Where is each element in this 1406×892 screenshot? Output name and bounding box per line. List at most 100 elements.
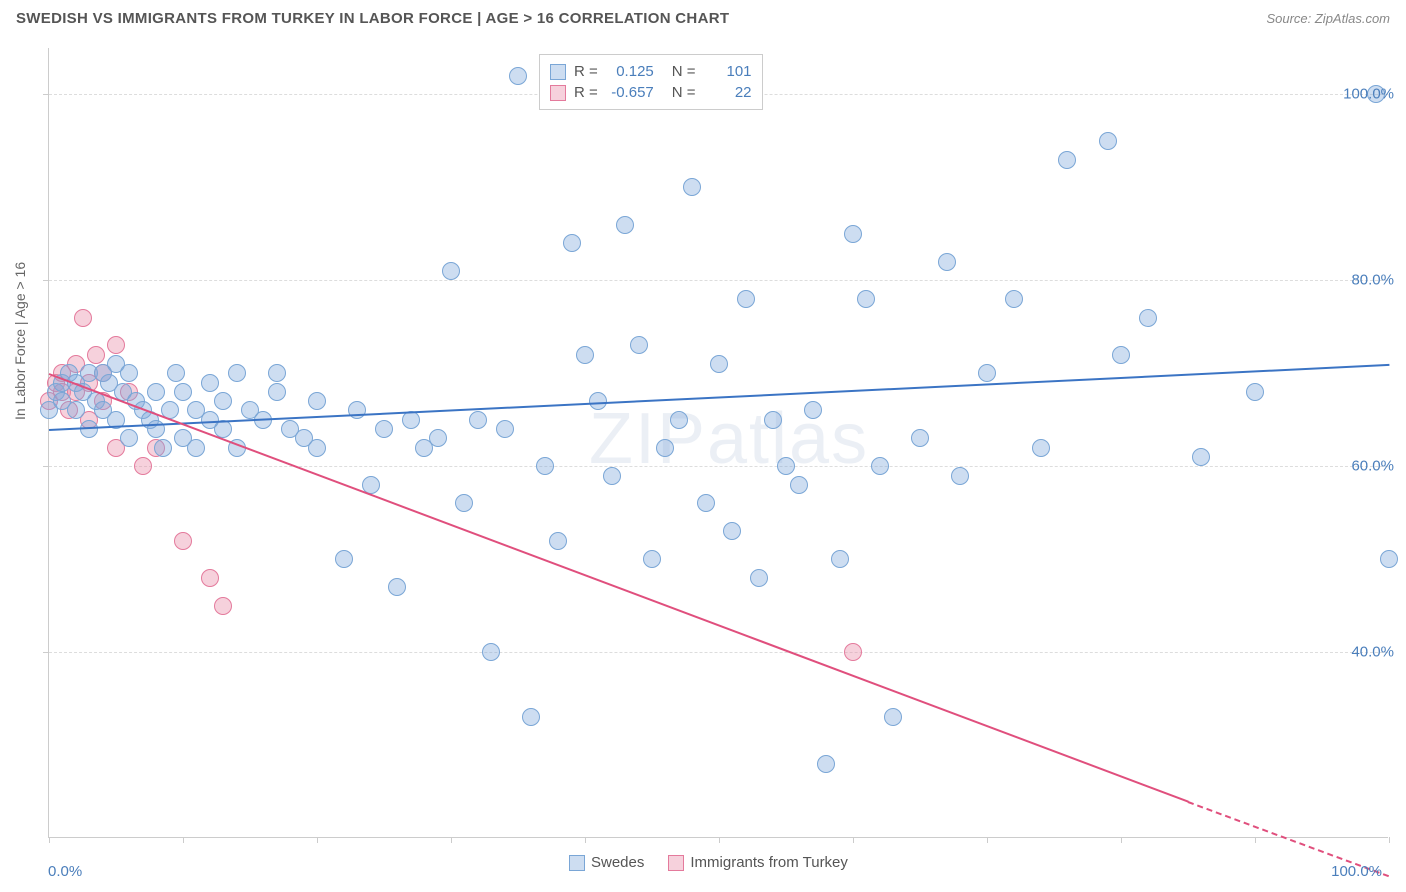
data-point-turkey bbox=[107, 336, 125, 354]
data-point-swedes bbox=[455, 494, 473, 512]
data-point-turkey bbox=[134, 457, 152, 475]
data-point-swedes bbox=[737, 290, 755, 308]
data-point-swedes bbox=[563, 234, 581, 252]
data-point-swedes bbox=[884, 708, 902, 726]
data-point-swedes bbox=[844, 225, 862, 243]
legend-swatch-swedes bbox=[569, 855, 585, 871]
data-point-swedes bbox=[509, 67, 527, 85]
gridline-h bbox=[49, 466, 1388, 467]
y-tick bbox=[43, 280, 49, 281]
y-axis-label: In Labor Force | Age > 16 bbox=[12, 262, 28, 420]
x-axis-max-label: 100.0% bbox=[1331, 863, 1382, 880]
data-point-swedes bbox=[469, 411, 487, 429]
data-point-swedes bbox=[228, 364, 246, 382]
data-point-swedes bbox=[911, 429, 929, 447]
stats-n-value-turkey: 22 bbox=[704, 84, 752, 101]
data-point-swedes bbox=[1246, 383, 1264, 401]
data-point-swedes bbox=[750, 569, 768, 587]
data-point-turkey bbox=[74, 309, 92, 327]
data-point-swedes bbox=[978, 364, 996, 382]
data-point-swedes bbox=[214, 392, 232, 410]
legend-swatch-turkey bbox=[668, 855, 684, 871]
y-tick-label: 60.0% bbox=[1351, 458, 1394, 475]
data-point-turkey bbox=[201, 569, 219, 587]
data-point-swedes bbox=[1099, 132, 1117, 150]
source-attribution: Source: ZipAtlas.com bbox=[1266, 11, 1390, 26]
data-point-swedes bbox=[804, 401, 822, 419]
data-point-swedes bbox=[375, 420, 393, 438]
watermark-text: ZIPatlas bbox=[589, 398, 869, 480]
data-point-swedes bbox=[831, 550, 849, 568]
data-point-swedes bbox=[1380, 550, 1398, 568]
gridline-h bbox=[49, 652, 1388, 653]
data-point-swedes bbox=[697, 494, 715, 512]
data-point-swedes bbox=[764, 411, 782, 429]
y-tick bbox=[43, 652, 49, 653]
data-point-swedes bbox=[723, 522, 741, 540]
data-point-swedes bbox=[549, 532, 567, 550]
data-point-swedes bbox=[482, 643, 500, 661]
stats-r-label: R = bbox=[574, 84, 598, 101]
data-point-swedes bbox=[670, 411, 688, 429]
data-point-swedes bbox=[857, 290, 875, 308]
data-point-swedes bbox=[67, 401, 85, 419]
x-tick bbox=[987, 837, 988, 843]
data-point-swedes bbox=[348, 401, 366, 419]
data-point-swedes bbox=[710, 355, 728, 373]
y-tick-label: 40.0% bbox=[1351, 644, 1394, 661]
stats-n-label: N = bbox=[672, 84, 696, 101]
data-point-swedes bbox=[630, 336, 648, 354]
stats-r-value-turkey: -0.657 bbox=[606, 84, 654, 101]
data-point-swedes bbox=[167, 364, 185, 382]
data-point-swedes bbox=[268, 364, 286, 382]
data-point-turkey bbox=[844, 643, 862, 661]
correlation-stats-box: R =0.125 N =101R =-0.657 N =22 bbox=[539, 54, 763, 110]
bottom-legend: SwedesImmigrants from Turkey bbox=[569, 854, 848, 871]
x-tick bbox=[49, 837, 50, 843]
trendline-swedes bbox=[49, 364, 1389, 431]
data-point-swedes bbox=[335, 550, 353, 568]
data-point-swedes bbox=[187, 439, 205, 457]
data-point-swedes bbox=[817, 755, 835, 773]
data-point-swedes bbox=[201, 374, 219, 392]
data-point-swedes bbox=[1005, 290, 1023, 308]
x-tick bbox=[317, 837, 318, 843]
x-axis-min-label: 0.0% bbox=[48, 863, 82, 880]
stats-row-turkey: R = -0.657 N = 22 bbox=[550, 82, 752, 103]
data-point-turkey bbox=[214, 597, 232, 615]
legend-swatch-turkey bbox=[550, 85, 566, 101]
y-tick bbox=[43, 94, 49, 95]
data-point-swedes bbox=[429, 429, 447, 447]
trendline-turkey bbox=[49, 373, 1189, 802]
data-point-swedes bbox=[388, 578, 406, 596]
data-point-swedes bbox=[777, 457, 795, 475]
data-point-swedes bbox=[576, 346, 594, 364]
y-tick-label: 100.0% bbox=[1343, 86, 1394, 103]
data-point-swedes bbox=[790, 476, 808, 494]
data-point-swedes bbox=[174, 383, 192, 401]
data-point-swedes bbox=[643, 550, 661, 568]
data-point-swedes bbox=[308, 439, 326, 457]
stats-n-label: N = bbox=[672, 63, 696, 80]
data-point-turkey bbox=[87, 346, 105, 364]
data-point-swedes bbox=[1112, 346, 1130, 364]
legend-label-swedes: Swedes bbox=[591, 854, 644, 871]
x-tick bbox=[451, 837, 452, 843]
x-tick bbox=[585, 837, 586, 843]
data-point-swedes bbox=[1032, 439, 1050, 457]
data-point-swedes bbox=[147, 383, 165, 401]
y-tick-label: 80.0% bbox=[1351, 272, 1394, 289]
data-point-swedes bbox=[656, 439, 674, 457]
y-tick bbox=[43, 466, 49, 467]
data-point-swedes bbox=[871, 457, 889, 475]
data-point-swedes bbox=[522, 708, 540, 726]
legend-item-swedes: Swedes bbox=[569, 854, 644, 871]
data-point-swedes bbox=[154, 439, 172, 457]
data-point-swedes bbox=[496, 420, 514, 438]
x-tick bbox=[853, 837, 854, 843]
data-point-swedes bbox=[120, 429, 138, 447]
data-point-swedes bbox=[1058, 151, 1076, 169]
data-point-swedes bbox=[308, 392, 326, 410]
data-point-swedes bbox=[683, 178, 701, 196]
x-tick bbox=[1121, 837, 1122, 843]
